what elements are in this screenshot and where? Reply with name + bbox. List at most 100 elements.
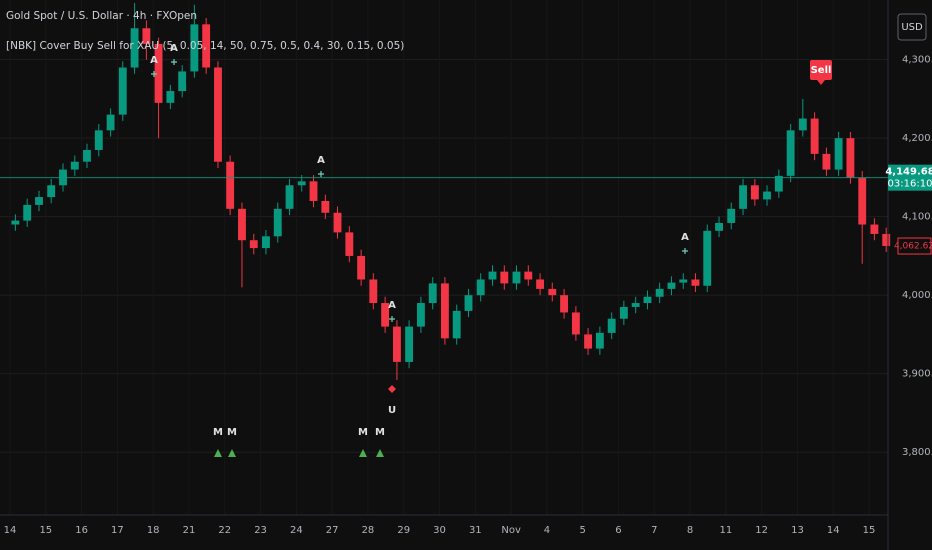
signal-cross (151, 71, 157, 77)
close-price-label: 4,062.62 (894, 242, 932, 252)
candle-body (679, 279, 688, 283)
candle-body (261, 236, 270, 249)
last-price-label: 4,149.68 (885, 167, 932, 178)
candle-body (190, 24, 199, 72)
candle-body (810, 118, 819, 154)
x-tick-label: 31 (469, 525, 482, 536)
signal-cross (318, 171, 324, 177)
axes: 3,800.00 3,900.00 4,000.00 4,100.00 4,200.00… (4, 55, 932, 536)
x-tick-label: 28 (362, 525, 375, 536)
candle-body (548, 288, 557, 296)
candle-body (142, 28, 151, 44)
candle-body (452, 310, 461, 339)
x-tick-label: 30 (433, 525, 446, 536)
x-tick-label: 7 (651, 525, 657, 536)
signal-arrow (214, 449, 222, 457)
grid (0, 59, 888, 453)
candle-body (524, 271, 533, 280)
x-tick-label: 27 (326, 525, 339, 536)
signal-cross (389, 316, 395, 322)
signal-arrow (228, 449, 236, 457)
candle-body (560, 295, 569, 313)
countdown-label: 03:16:10 (888, 179, 932, 190)
x-tick-label: 13 (791, 525, 804, 536)
sell-label: Sell (811, 65, 832, 76)
candle-body (226, 161, 235, 209)
candle-body (309, 181, 318, 201)
candle-body (392, 326, 401, 362)
signal-cross (171, 59, 177, 65)
candle-body (488, 271, 497, 280)
candle-body (369, 279, 378, 304)
candle-body (130, 28, 139, 68)
x-tick-label: 29 (397, 525, 410, 536)
candle-body (106, 114, 115, 131)
candle-body (178, 71, 187, 92)
signal-label: A (170, 43, 178, 54)
x-tick-label: 14 (4, 525, 17, 536)
x-tick-label: 23 (254, 525, 267, 536)
x-tick-label: Nov (501, 525, 521, 536)
candle-body (786, 130, 795, 176)
currency-button[interactable] (897, 13, 927, 41)
candle-body (536, 279, 545, 289)
y-tick-label: 4,000.00 (902, 290, 932, 301)
signal-label: A (681, 232, 689, 243)
candle-body (798, 118, 807, 131)
candle-body (715, 222, 723, 231)
signal-cross (682, 248, 688, 254)
x-tick-label: 22 (218, 525, 231, 536)
candle-body (703, 230, 712, 286)
candle-body (870, 224, 879, 234)
candle-body (691, 279, 700, 286)
chart-title: Gold Spot / U.S. Dollar · 4h · FXOpen (6, 10, 197, 22)
x-tick-label: 14 (827, 525, 840, 536)
candle-body (464, 295, 473, 311)
candle-body (11, 220, 20, 225)
x-tick-label: 18 (147, 525, 160, 536)
candle-body (774, 175, 783, 192)
candle-body (83, 149, 91, 162)
candle-body (631, 303, 640, 307)
signal-arrow (359, 449, 367, 457)
candle-body (238, 208, 246, 241)
signal-label: A (317, 155, 325, 166)
candle-body (428, 283, 437, 304)
signal-label: A (388, 300, 396, 311)
y-tick-label: 4,100.00 (902, 212, 932, 223)
x-tick-label: 12 (755, 525, 768, 536)
candle-body (512, 271, 521, 284)
x-tick-label: 5 (580, 525, 586, 536)
candle-body (166, 91, 175, 103)
candle-body (882, 233, 891, 247)
signal-label: U (388, 405, 396, 416)
candle-body (440, 283, 449, 339)
candle-body (405, 326, 414, 362)
candle-body (333, 212, 342, 233)
candle-body (607, 318, 616, 333)
candle-body (846, 138, 855, 178)
last-price-box (888, 164, 932, 191)
candle-body (70, 161, 79, 170)
candle-body (154, 43, 163, 103)
candle-body (381, 303, 390, 327)
x-tick-label: 6 (615, 525, 621, 536)
x-tick-label: 21 (183, 525, 196, 536)
x-tick-label: 4 (544, 525, 550, 536)
y-tick-label: 4,300.00 (902, 55, 932, 66)
candle-body (584, 334, 592, 349)
candle-body (285, 185, 294, 209)
x-tick-label: 16 (75, 525, 88, 536)
candle-body (619, 306, 628, 319)
candle-body (345, 232, 354, 256)
candle-body (297, 181, 306, 186)
candle-body (750, 185, 759, 200)
y-tick-label: 3,800.00 (902, 447, 932, 458)
candle-body (273, 208, 282, 237)
signal-label: A (150, 55, 158, 66)
x-tick-label: 15 (39, 525, 52, 536)
